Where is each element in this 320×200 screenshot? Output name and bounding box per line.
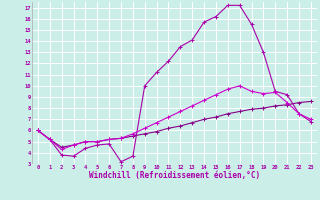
- X-axis label: Windchill (Refroidissement éolien,°C): Windchill (Refroidissement éolien,°C): [89, 171, 260, 180]
